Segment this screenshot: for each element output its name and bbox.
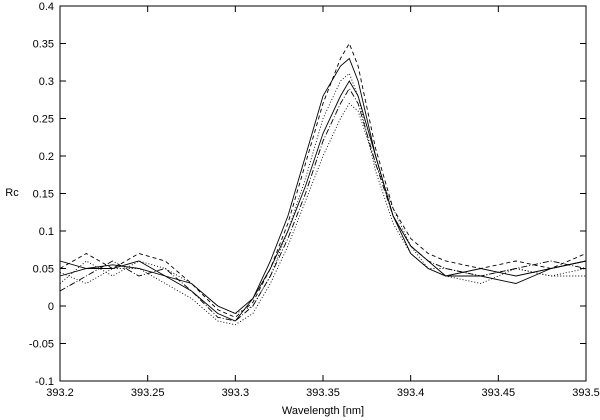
x-axis-title: Wavelength [nm] [282,405,364,417]
series-line-4 [59,87,587,322]
y-axis-title: Rc [5,187,19,199]
y-tick-label: 0.25 [33,114,54,126]
y-tick-label: 0.1 [39,226,54,238]
y-tick-label: -0.1 [35,376,54,388]
x-tick-label: 393.3 [222,387,250,399]
y-axis: -0.1 -0.05 0 0.05 0.1 0.15 0.2 0.25 0.3 0.35 0.4 [29,1,586,388]
y-tick-label: 0.4 [39,1,54,13]
series-line-5 [59,80,587,315]
y-tick-label: 0 [48,301,54,313]
y-tick-label: 0.15 [33,189,54,201]
series-line-2 [59,72,587,314]
x-tick-label: 393.35 [306,387,340,399]
series-line-6 [59,102,586,326]
y-tick-label: 0.2 [39,151,54,163]
x-axis: 393.2 393.25 393.3 393.35 393.4 393.45 393.5 [46,6,600,399]
y-tick-label: 0.35 [33,39,54,51]
y-tick-label: 0.3 [39,76,54,88]
plot-frame [59,5,587,382]
x-tick-label: 393.2 [46,387,74,399]
x-tick-label: 393.5 [572,387,600,399]
x-tick-label: 393.25 [131,387,165,399]
y-tick-label: -0.05 [29,339,54,351]
y-tick-label: 0.05 [33,264,54,276]
x-tick-label: 393.45 [482,387,516,399]
series-line-3 [59,42,587,318]
x-tick-label: 393.4 [397,387,425,399]
series-layer [59,42,587,326]
